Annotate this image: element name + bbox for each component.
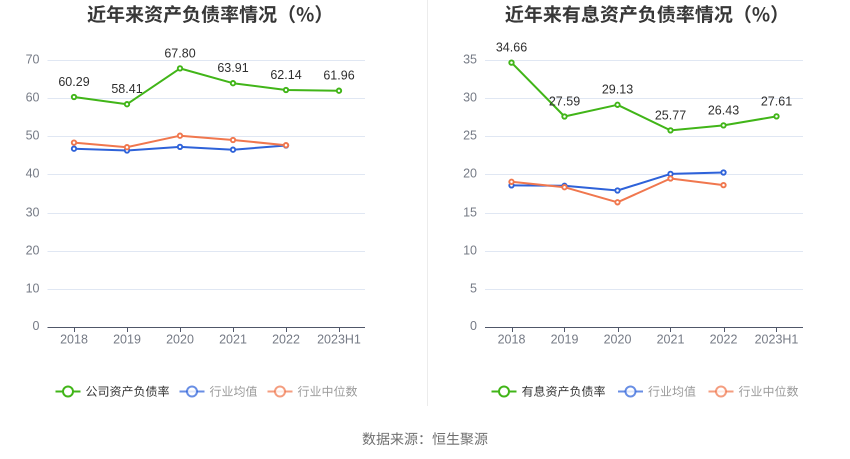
svg-text:70: 70: [26, 52, 40, 66]
svg-text:25.77: 25.77: [655, 108, 686, 122]
svg-text:40: 40: [26, 166, 40, 180]
svg-text:5: 5: [470, 281, 477, 295]
svg-text:2019: 2019: [113, 333, 141, 347]
svg-text:2022: 2022: [272, 333, 300, 347]
svg-text:2023H1: 2023H1: [317, 333, 361, 347]
svg-text:63.91: 63.91: [217, 61, 248, 75]
svg-text:2020: 2020: [604, 333, 632, 347]
svg-text:2023H1: 2023H1: [755, 333, 799, 347]
svg-text:62.14: 62.14: [270, 68, 301, 82]
svg-text:10: 10: [463, 243, 477, 257]
svg-text:60: 60: [26, 90, 40, 104]
svg-text:15: 15: [463, 205, 477, 219]
svg-text:2018: 2018: [60, 333, 88, 347]
svg-text:20: 20: [26, 243, 40, 257]
svg-text:30: 30: [463, 90, 477, 104]
svg-text:27.61: 27.61: [761, 94, 792, 108]
svg-text:29.13: 29.13: [602, 83, 633, 97]
svg-text:0: 0: [33, 319, 40, 333]
svg-text:27.59: 27.59: [549, 94, 580, 108]
svg-text:67.80: 67.80: [164, 46, 195, 60]
svg-text:60.29: 60.29: [58, 75, 89, 89]
svg-text:2020: 2020: [166, 333, 194, 347]
svg-text:2018: 2018: [498, 333, 526, 347]
svg-text:10: 10: [26, 281, 40, 295]
svg-text:2019: 2019: [551, 333, 579, 347]
svg-text:2021: 2021: [657, 333, 685, 347]
svg-text:2022: 2022: [710, 333, 738, 347]
svg-text:2021: 2021: [219, 333, 247, 347]
svg-text:26.43: 26.43: [708, 103, 739, 117]
svg-text:50: 50: [26, 128, 40, 142]
svg-text:34.66: 34.66: [496, 41, 527, 55]
svg-text:30: 30: [26, 205, 40, 219]
svg-text:25: 25: [463, 128, 477, 142]
svg-text:0: 0: [470, 319, 477, 333]
svg-text:61.96: 61.96: [323, 69, 354, 83]
svg-text:58.41: 58.41: [111, 82, 142, 96]
svg-text:35: 35: [463, 52, 477, 66]
svg-text:20: 20: [463, 166, 477, 180]
